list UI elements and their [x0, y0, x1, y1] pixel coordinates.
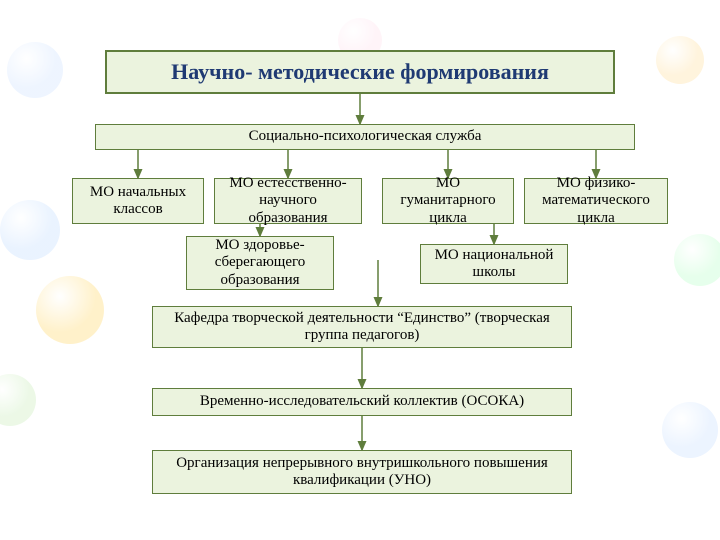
- node-cathedra: Кафедра творческой деятельности “Единств…: [152, 306, 572, 348]
- node-r1c2-label: МО естесственно-научного образования: [221, 175, 355, 227]
- node-r1c1-label: МО начальных классов: [79, 184, 197, 219]
- node-r1c2: МО естесственно-научного образования: [214, 178, 362, 224]
- node-uno: Организация непрерывного внутришкольного…: [152, 450, 572, 494]
- node-r2left-label: МО здоровье-сберегающего образования: [193, 237, 327, 289]
- node-title-label: Научно- методические формирования: [171, 59, 549, 84]
- node-r1c1: МО начальных классов: [72, 178, 204, 224]
- node-r1c4: МО физико-математического цикла: [524, 178, 668, 224]
- node-r2left: МО здоровье-сберегающего образования: [186, 236, 334, 290]
- node-r2right: МО национальной школы: [420, 244, 568, 284]
- node-osoka: Временно-исследовательский коллектив (ОС…: [152, 388, 572, 416]
- node-r2right-label: МО национальной школы: [427, 247, 561, 282]
- node-r1c3: МО гуманитарного цикла: [382, 178, 514, 224]
- node-cathedra-label: Кафедра творческой деятельности “Единств…: [159, 310, 565, 345]
- node-r1c4-label: МО физико-математического цикла: [531, 175, 661, 227]
- node-r1c3-label: МО гуманитарного цикла: [389, 175, 507, 227]
- node-uno-label: Организация непрерывного внутришкольного…: [159, 455, 565, 490]
- node-title: Научно- методические формирования: [105, 50, 615, 94]
- diagram-canvas: Научно- методические формирования Социаль…: [0, 0, 720, 540]
- node-osoka-label: Временно-исследовательский коллектив (ОС…: [200, 393, 524, 410]
- node-service-label: Социально-психологическая служба: [249, 128, 482, 145]
- node-service: Социально-психологическая служба: [95, 124, 635, 150]
